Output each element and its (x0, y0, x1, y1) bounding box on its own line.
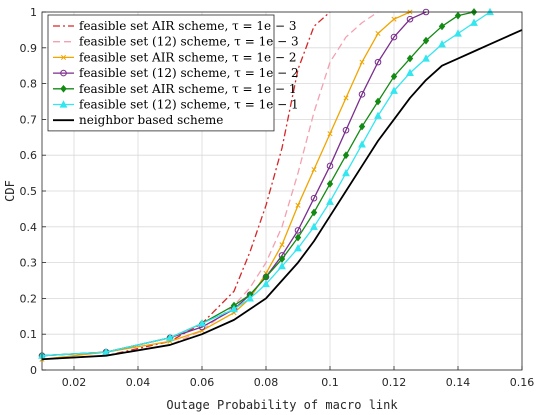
data-point (60, 69, 67, 77)
data-point (327, 131, 333, 137)
series-6 (38, 7, 494, 359)
y-tick-label: 0.7 (20, 113, 38, 126)
data-point (343, 95, 349, 101)
data-point (375, 30, 381, 37)
legend-item: feasible set (12) scheme, τ = 1e − 2 (53, 66, 299, 80)
data-point (342, 151, 350, 160)
data-point (454, 29, 462, 37)
data-point (359, 59, 365, 65)
y-tick-label: 0 (30, 364, 37, 377)
x-tick-label: 0.12 (382, 376, 407, 389)
legend: feasible set AIR scheme, τ = 1e − 3 feasi… (47, 14, 299, 132)
data-point (374, 111, 382, 119)
x-tick-label: 0.02 (62, 376, 87, 389)
series-line (41, 11, 427, 357)
data-point (374, 97, 382, 106)
x-tick-label: 0.06 (190, 376, 215, 389)
data-point (438, 22, 446, 31)
legend-label: neighbor based scheme (79, 113, 223, 127)
data-point (390, 72, 398, 81)
y-tick-label: 0.6 (20, 149, 38, 162)
y-tick-label: 0.1 (20, 328, 38, 341)
data-point (422, 36, 430, 45)
x-tick-label: 0.1 (321, 376, 339, 389)
y-tick-label: 0.9 (20, 42, 38, 55)
data-point (342, 168, 350, 177)
data-point (294, 244, 302, 252)
data-point (278, 261, 286, 270)
series-line (41, 11, 331, 360)
series-line (41, 29, 523, 361)
y-tick-label: 0.3 (20, 257, 38, 270)
series-layer (38, 7, 523, 362)
x-tick-label: 0.08 (254, 376, 279, 389)
data-point (294, 227, 302, 234)
legend-label: feasible set (12) scheme, τ = 1e − 2 (79, 66, 299, 80)
data-point (326, 162, 334, 170)
legend-item: feasible set AIR scheme, τ = 1e − 3 (53, 19, 296, 33)
data-point (294, 233, 302, 242)
data-point (358, 122, 366, 131)
x-tick-label: 0.16 (510, 376, 535, 389)
data-point (279, 242, 285, 248)
data-point (438, 39, 446, 48)
legend-item: feasible set AIR scheme, τ = 1e − 2 (53, 50, 296, 64)
data-point (246, 294, 254, 302)
data-point (310, 194, 318, 202)
data-point (391, 16, 397, 22)
data-point (198, 319, 206, 327)
y-tick-label: 0.4 (20, 221, 38, 234)
data-point (406, 54, 414, 63)
data-point (310, 222, 318, 230)
data-point (310, 208, 318, 217)
legend-box (47, 14, 275, 132)
data-point (342, 126, 350, 134)
data-point (60, 84, 67, 93)
legend-label: feasible set (12) scheme, τ = 1e − 1 (79, 98, 299, 112)
data-point (230, 304, 238, 313)
data-point (390, 86, 398, 94)
data-point (406, 68, 414, 76)
series-1 (41, 11, 331, 360)
series-7 (41, 29, 523, 361)
data-point (470, 18, 478, 26)
data-point (311, 166, 317, 173)
legend-item: neighbor based scheme (53, 113, 223, 127)
y-tick-label: 1 (30, 6, 37, 19)
data-point (374, 58, 382, 66)
legend-label: feasible set (12) scheme, τ = 1e − 3 (79, 35, 299, 49)
x-axis-label: Outage Probability of macro link (166, 398, 398, 412)
legend-label: feasible set AIR scheme, τ = 1e − 3 (79, 19, 296, 33)
data-point (326, 197, 334, 205)
y-tick-label: 0.5 (20, 185, 38, 198)
data-point (295, 202, 301, 208)
data-point (326, 179, 334, 188)
x-tick-label: 0.04 (126, 376, 151, 389)
data-point (358, 91, 366, 98)
data-point (262, 279, 270, 288)
legend-item: feasible set (12) scheme, τ = 1e − 1 (53, 98, 299, 112)
y-axis-label: CDF (3, 180, 17, 202)
x-tick-label: 0.14 (446, 376, 471, 389)
data-point (60, 54, 67, 60)
y-tick-label: 0.8 (20, 78, 38, 91)
data-point (454, 11, 462, 20)
data-point (166, 333, 174, 341)
ticks: 0.02 0.04 0.06 0.08 0.1 0.12 0.14 0.16 0 0.1 0.2 0.… (20, 6, 535, 389)
data-point (422, 54, 430, 62)
legend-item: feasible set (12) scheme, τ = 1e − 3 (53, 35, 299, 49)
y-tick-label: 0.2 (20, 292, 38, 305)
data-point (59, 100, 68, 108)
data-point (406, 15, 414, 23)
legend-label: feasible set AIR scheme, τ = 1e − 2 (79, 50, 296, 64)
legend-label: feasible set AIR scheme, τ = 1e − 1 (79, 82, 296, 96)
data-point (390, 33, 398, 41)
legend-item: feasible set AIR scheme, τ = 1e − 1 (53, 82, 296, 96)
series-line (41, 11, 411, 360)
data-point (358, 140, 366, 148)
